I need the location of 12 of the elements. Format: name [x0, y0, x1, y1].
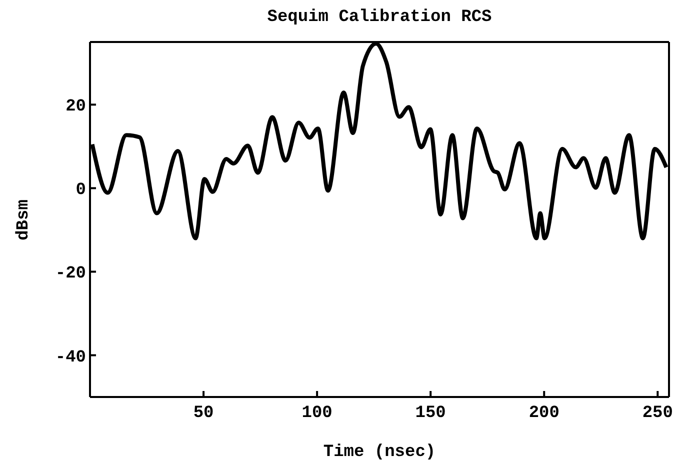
y-tick-label: -40: [55, 348, 86, 368]
x-tick-label: 250: [642, 404, 673, 424]
chart-title: Sequim Calibration RCS: [266, 8, 493, 27]
y-tick-label: -20: [55, 264, 86, 284]
y-tick-label: 0: [76, 181, 86, 200]
x-tick-label: 100: [302, 404, 332, 424]
x-tick-label: 150: [415, 404, 446, 424]
y-axis-title: dBsm: [14, 200, 34, 240]
x-axis-title: Time (nsec): [322, 443, 437, 462]
x-tick-label: 200: [528, 404, 560, 424]
x-tick-label: 50: [193, 404, 214, 424]
y-tick-label: 20: [66, 98, 86, 117]
